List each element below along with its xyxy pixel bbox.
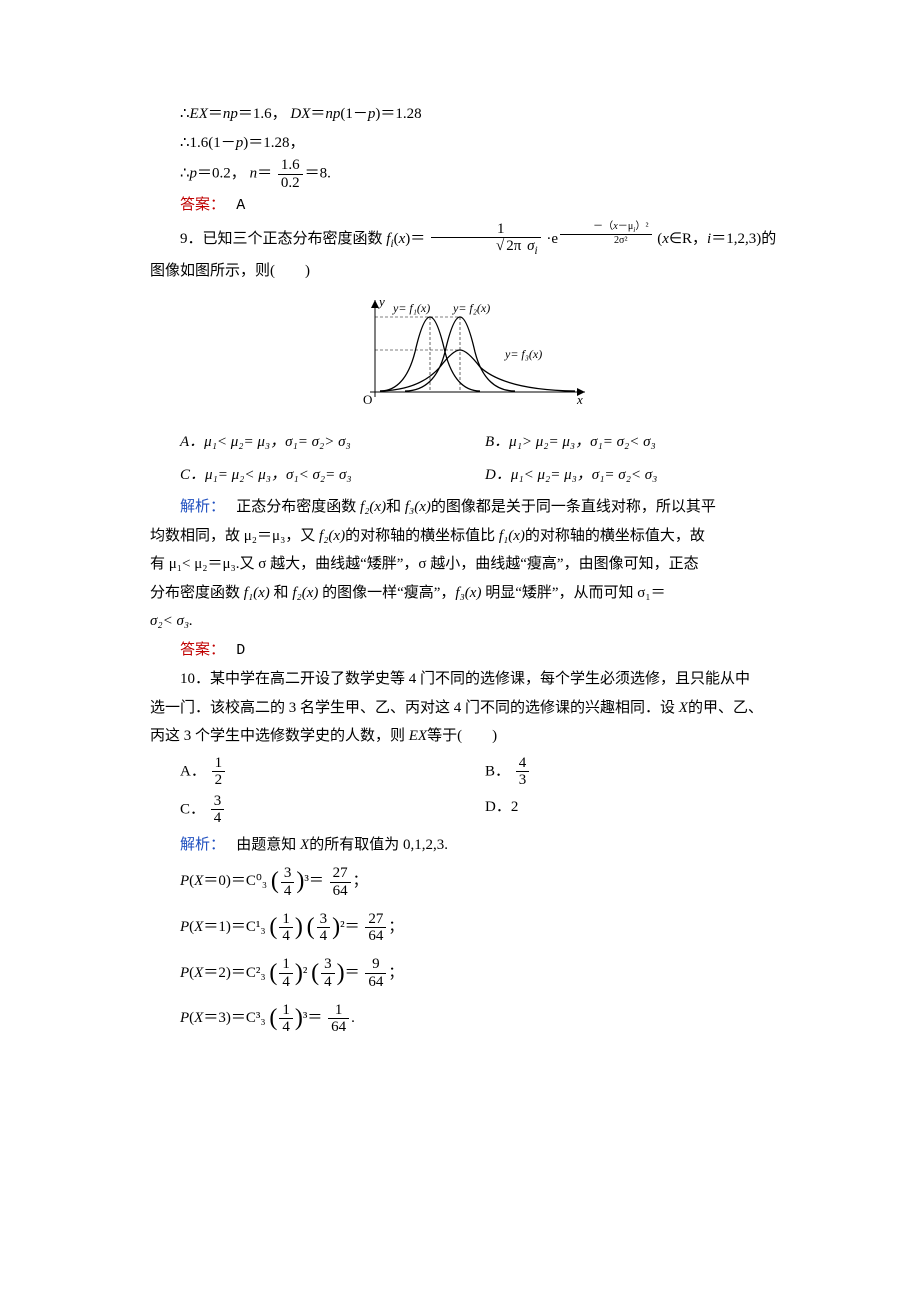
frac-1p6-0p2: 1.6 0.2 <box>278 157 303 191</box>
q9-options-row2: C．μ₁= μ₂< μ₃，σ₁< σ₂= σ₃ D．μ₁< μ₂= μ₃，σ₁=… <box>150 461 790 490</box>
origin-label: O <box>363 392 372 407</box>
question-10-l3: 丙这 3 个学生中选修数学史的人数，则 EX等于( ) <box>150 722 790 751</box>
px3: P(X＝3)＝C³₃ (14)³＝ 164. <box>150 996 790 1042</box>
px2: P(X＝2)＝C²₃ (14)² (34)＝ 964； <box>150 951 790 997</box>
frac-normal-coeff: 1 2π σi <box>431 221 541 258</box>
q9-opt-b: B．μ₁> μ₂= μ₃，σ₁= σ₂< σ₃ <box>485 434 656 450</box>
q9-opt-d: D．μ₁< μ₂= μ₃，σ₁= σ₂< σ₃ <box>485 467 657 483</box>
q10-opt-c: C． 34 <box>180 793 485 827</box>
q10-options-row1: A． 12 B． 43 <box>150 755 790 789</box>
q10-opt-d: D．2 <box>485 793 790 827</box>
explain-10: 解析： 由题意知 X的所有取值为 0,1,2,3. <box>150 831 790 860</box>
f1-label: y= f₁(x) <box>392 301 430 315</box>
q9-opt-a: A．μ₁< μ₂= μ₃，σ₁= σ₂> σ₃ <box>180 434 351 450</box>
q9-options-row1: A．μ₁< μ₂= μ₃，σ₁= σ₂> σ₃ B．μ₁> μ₂= μ₃，σ₁=… <box>150 428 790 457</box>
line-ex-dx: ∴EX＝np＝1.6， DX＝np(1－p)＝1.28 <box>150 100 790 129</box>
question-9-line2: 图像如图所示，则( ) <box>150 257 790 286</box>
explain-9-l2: 均数相同，故 μ₂＝μ₃，又 f₂(x)的对称轴的横坐标值比 f₁(x)的对称轴… <box>150 522 790 551</box>
line-eq2: ∴1.6(1－p)＝1.28， <box>150 129 790 158</box>
question-9-line1: 9．已知三个正态分布密度函数 fi(x)＝ 1 2π σi ·e －（x－μi）… <box>150 221 790 258</box>
px0: P(X＝0)＝C⁰₃ (34)³＝ 2764； <box>150 859 790 905</box>
explain-label: 解析： <box>180 499 225 515</box>
answer-label: 答案： <box>180 197 225 213</box>
q10-options-row2: C． 34 D．2 <box>150 793 790 827</box>
f2-label: y= f₂(x) <box>452 301 490 315</box>
explain-9-l5: σ₂< σ₃. <box>150 607 790 636</box>
x-axis-label: x <box>576 392 583 407</box>
question-10-l1: 10．某中学在高二开设了数学史等 4 门不同的选修课，每个学生必须选修，且只能从… <box>150 665 790 694</box>
q9-opt-c: C．μ₁= μ₂< μ₃，σ₁< σ₂= σ₃ <box>180 467 352 483</box>
y-axis-label: y <box>377 294 385 309</box>
page: ∴EX＝np＝1.6， DX＝np(1－p)＝1.28 ∴1.6(1－p)＝1.… <box>0 0 920 1102</box>
explain-9: 解析： 正态分布密度函数 f₂(x)和 f₃(x)的图像都是关于同一条直线对称，… <box>150 493 790 522</box>
explain-label: 解析： <box>180 837 225 853</box>
explain-9-l3: 有 μ₁< μ₂＝μ₃.又 σ 越大，曲线越“矮胖”，σ 越小，曲线越“瘦高”，… <box>150 550 790 579</box>
px1: P(X＝1)＝C¹₃ (14) (34)²＝ 2764； <box>150 905 790 951</box>
explain-9-l4: 分布密度函数 f₁(x) 和 f₂(x) 的图像一样“瘦高”，f₃(x) 明显“… <box>150 579 790 608</box>
q10-opt-a: A． 12 <box>180 755 485 789</box>
line-eq3: ∴p＝0.2， n＝ 1.6 0.2 ＝8. <box>150 157 790 191</box>
answer-9: 答案： D <box>150 636 790 666</box>
q10-opt-b: B． 43 <box>485 755 790 789</box>
question-10-l2: 选一门．该校高二的 3 名学生甲、乙、丙对这 4 门不同的选修课的兴趣相同．设 … <box>150 694 790 723</box>
answer-label: 答案： <box>180 642 225 658</box>
normal-curves-figure: y x O y= f₁(x) y= f₂(x) y= f₃(x) <box>150 292 790 423</box>
f3-label: y= f₃(x) <box>504 347 542 361</box>
answer-8: 答案： A <box>150 191 790 221</box>
